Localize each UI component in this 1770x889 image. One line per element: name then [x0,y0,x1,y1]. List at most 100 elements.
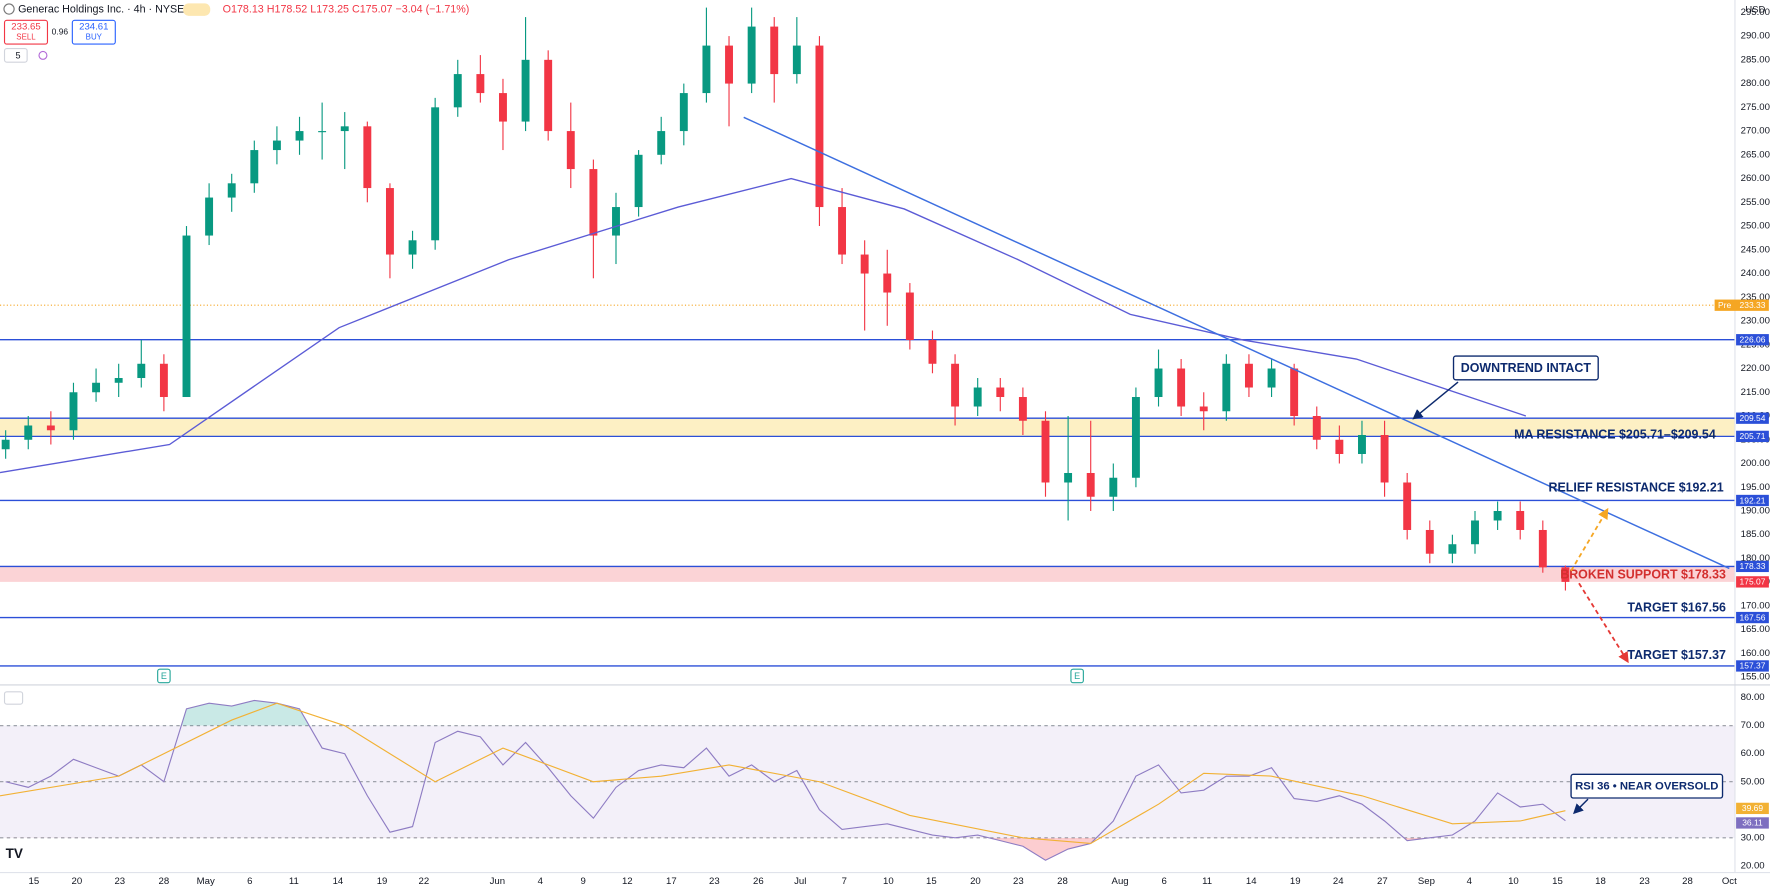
x-tick-label: 27 [1377,876,1388,887]
y-tick-label: 270.00 [1741,126,1770,137]
last-price-label: 175.07 [1740,577,1766,587]
candle-body [431,107,440,241]
candle-body [1177,368,1186,407]
x-tick-label: 22 [419,876,430,887]
earnings-marker [1070,668,1084,684]
currency: USD [1745,5,1765,16]
x-tick-label: 20 [970,876,981,887]
annotation-arrow [1412,381,1459,420]
pre-tag-value: 233.33 [1740,300,1766,310]
y-tick-label: 230.00 [1741,316,1770,327]
candle-body [453,74,462,108]
candle-body [747,26,756,84]
sell-button[interactable] [3,19,49,45]
background-layer [0,304,1735,839]
rsi-line [5,699,1566,861]
candle-body [883,273,892,293]
x-tick-label: 20 [72,876,83,887]
candle-body [363,126,372,189]
candle-body [1493,510,1502,521]
y-tick-label: 235.00 [1741,292,1770,303]
badge [183,3,211,16]
level-tag-label: 178.33 [1740,561,1766,571]
y-tick-label: 265.00 [1741,149,1770,160]
x-tick-label: 17 [666,876,677,887]
x-tick-label: 15 [1552,876,1563,887]
candle-body [385,188,394,255]
rsi-tick-label: 70.00 [1741,720,1765,731]
candle-body [340,126,349,132]
level-tag [1736,430,1769,443]
candle-body [1290,368,1299,417]
candle-body [1131,397,1140,478]
rsi-tick-label: 30.00 [1741,832,1765,843]
earnings-label: E [1074,671,1080,681]
x-tick-label: 23 [1639,876,1650,887]
rsi-tag [1736,817,1769,829]
indicator-count: 5 [16,50,21,60]
candle-body [137,363,146,379]
x-tick-label: 9 [581,876,586,887]
y-tick-label: 290.00 [1741,31,1770,42]
x-tick-label: 14 [333,876,344,887]
candle-body [1064,472,1073,483]
level-tag-label: 167.56 [1740,612,1766,622]
rsi-ma-line [0,702,1566,845]
y-tick-label: 170.00 [1741,600,1770,611]
candle-body [205,197,214,236]
candle-body [1403,482,1412,530]
buy-button[interactable] [71,19,116,45]
candle-body [318,131,327,133]
candle-body [1244,363,1253,388]
projection-arrow [1578,582,1629,664]
annotation-box [1452,355,1599,381]
level-tag [1736,412,1769,424]
candle-body [973,387,982,407]
pane-toggle[interactable] [3,691,24,705]
candle-body [996,387,1005,398]
annotation: RELIEF RESISTANCE $192.21 [1549,481,1724,495]
trendline [743,116,1730,570]
level-tag-label: 226.06 [1740,335,1766,345]
rsi-tick-label: 50.00 [1741,776,1765,787]
candle-body [69,392,78,431]
level-tag-label: 192.21 [1740,495,1766,505]
x-tick-label: 18 [1595,876,1606,887]
candle-body [227,183,236,198]
candle-body [1109,477,1118,497]
axis-layer: 155.00160.00165.00170.00175.00180.00185.… [29,7,1770,887]
y-tick-label: 200.00 [1741,458,1770,469]
y-tick-label: 240.00 [1741,268,1770,279]
y-tick-label: 155.00 [1741,672,1770,683]
y-tick-label: 215.00 [1741,387,1770,398]
zone [0,566,1735,582]
candle-body [1538,529,1547,568]
x-tick-label: Jun [490,876,505,887]
candle-body [46,425,55,431]
spread: 0.96 [52,26,69,36]
y-tick-label: 190.00 [1741,506,1770,517]
x-tick-label: 12 [622,876,633,887]
candle-body [24,425,33,440]
indicator-toggle[interactable] [3,48,28,63]
candle-body [476,74,485,94]
level-tag [1736,611,1769,624]
candle-body [114,378,123,383]
y-tick-label: 295.00 [1741,7,1770,18]
level-tag [1736,494,1769,507]
x-tick-label: 11 [1202,876,1212,887]
level-tag-label: 209.54 [1740,413,1766,423]
candle-body [792,45,801,75]
y-tick-label: 280.00 [1741,78,1770,89]
candle-body [770,26,779,75]
x-tick-label: 6 [1162,876,1167,887]
candle-body [408,240,417,255]
candle-body [92,382,101,393]
x-tick-label: 28 [1682,876,1693,887]
rsi-tag [1736,802,1769,815]
y-tick-label: 180.00 [1741,553,1770,564]
candle-body [702,45,711,94]
x-tick-label: 4 [1467,876,1473,887]
pre-tag [1714,299,1769,311]
